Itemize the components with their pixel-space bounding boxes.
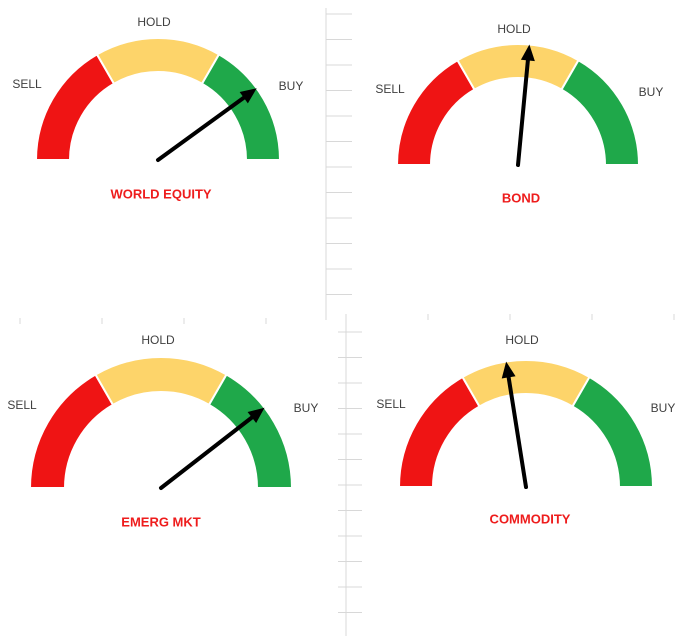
gauge-needle: [156, 95, 246, 162]
gauge-needle-head: [247, 407, 265, 424]
gauge-zone-sell: [397, 375, 481, 488]
gauge-zone-label-sell: SELL: [376, 397, 406, 411]
gauge-zone-sell: [395, 58, 476, 166]
gauge-zone-label-buy: BUY: [650, 401, 676, 415]
gauge-zone-buy: [560, 58, 641, 166]
gauge-zone-label-hold: HOLD: [141, 333, 175, 347]
gauge-commodity: SELL HOLD BUY COMMODITY: [338, 319, 676, 638]
gauge-zone-hold: [94, 356, 228, 407]
gauge-zone-hold: [461, 359, 591, 408]
gauge-bond: SELL HOLD BUY BOND: [338, 0, 676, 319]
gauge-title: COMMODITY: [489, 511, 571, 527]
gauge-needle: [516, 58, 530, 167]
gauge-world-equity: SELL HOLD BUY WORLD EQUITY: [0, 0, 338, 319]
gauge-title: BOND: [501, 190, 541, 206]
gauge-zone-label-sell: SELL: [12, 77, 42, 91]
gauge-zone-buy: [200, 52, 282, 161]
gauge-zone-label-buy: BUY: [278, 79, 304, 93]
gauge-needle-head: [520, 44, 535, 62]
gauge-svg: [395, 43, 641, 167]
gauge-zone-sell: [28, 373, 115, 489]
gauge-zone-label-hold: HOLD: [497, 22, 531, 36]
gauge-needle-head: [501, 361, 516, 379]
gauge-needle-head: [239, 88, 257, 104]
gauge-title: WORLD EQUITY: [110, 186, 212, 202]
gauge-svg: [28, 356, 294, 490]
gauge-emerg-mkt: SELL HOLD BUY EMERG MKT: [0, 319, 338, 638]
gauge-zone-label-sell: SELL: [7, 398, 37, 412]
gauge-zone-sell: [34, 52, 116, 161]
gauge-zone-buy: [207, 373, 294, 489]
gauge-zone-hold: [95, 37, 221, 86]
gauge-zone-label-buy: BUY: [293, 401, 319, 415]
gauge-zone-label-hold: HOLD: [505, 333, 539, 347]
gauge-zone-hold: [456, 43, 580, 92]
gauge-zone-buy: [571, 375, 655, 488]
gauge-needle: [506, 375, 528, 489]
gauge-title: EMERG MKT: [121, 514, 201, 530]
gauge-svg: [397, 359, 655, 489]
gauge-zone-label-sell: SELL: [375, 82, 405, 96]
gauge-zone-label-hold: HOLD: [137, 15, 171, 29]
gauge-needle: [159, 415, 254, 490]
gauge-svg: [34, 37, 282, 162]
gauge-zone-label-buy: BUY: [638, 85, 664, 99]
